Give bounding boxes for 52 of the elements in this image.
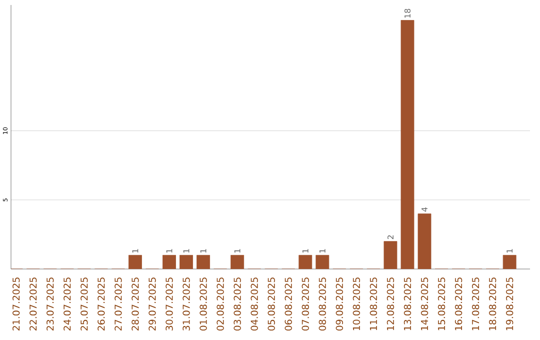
- x-tick-label: 13.08.2025: [404, 278, 412, 330]
- data-label: 1: [234, 249, 240, 253]
- x-tick-label: 02.08.2025: [216, 278, 224, 331]
- x-tick-label: 01.08.2025: [200, 278, 207, 331]
- bar: [162, 254, 176, 269]
- data-label: 1: [506, 249, 513, 253]
- data-label: 1: [166, 249, 172, 253]
- x-tick-label: 12.08.2025: [386, 278, 394, 330]
- x-tick-label: 10.08.2025: [352, 278, 360, 330]
- bar: [418, 214, 432, 269]
- x-tick-label: 14.08.2025: [420, 278, 428, 330]
- bar: [180, 254, 193, 269]
- x-tick-label: 19.08.2025: [506, 278, 514, 330]
- bar: [502, 254, 516, 269]
- x-tick-label: 17.08.2025: [472, 278, 480, 330]
- bar: [196, 254, 210, 269]
- data-label: 1: [319, 249, 326, 253]
- x-tick-label: 09.08.2025: [336, 278, 344, 331]
- bar: [298, 254, 312, 269]
- x-tick-label: 03.08.2025: [234, 278, 241, 331]
- x-tick-label: 11.08.2025: [370, 278, 378, 330]
- x-tick-label: 24.07.2025: [64, 278, 71, 330]
- x-tick-label: 06.08.2025: [284, 278, 292, 331]
- data-label: 2: [388, 235, 394, 240]
- x-tick-label: 31.07.2025: [182, 278, 190, 330]
- x-tick-label: 08.08.2025: [318, 278, 326, 331]
- data-label: 4: [422, 207, 428, 212]
- x-tick-label: 15.08.2025: [438, 278, 446, 330]
- bar: [230, 254, 244, 269]
- x-tick-label: 28.07.2025: [132, 278, 139, 330]
- bar: [400, 20, 414, 269]
- x-tick-label: 27.07.2025: [114, 278, 122, 330]
- x-tick-label: 22.07.2025: [30, 278, 37, 330]
- bar: [384, 241, 398, 269]
- data-label: 1: [183, 249, 190, 253]
- x-tick-label: 26.07.2025: [98, 278, 105, 330]
- bar: [128, 254, 142, 269]
- x-tick-label: 30.07.2025: [166, 278, 173, 330]
- data-label: 1: [200, 249, 206, 253]
- x-tick-label: 04.08.2025: [250, 278, 258, 331]
- x-tick-label: 16.08.2025: [454, 278, 462, 330]
- x-tick-label: 18.08.2025: [488, 278, 496, 330]
- x-tick-label: 05.08.2025: [268, 278, 275, 331]
- x-tick-label: 29.07.2025: [148, 278, 156, 330]
- x-tick-label: 07.08.2025: [302, 278, 309, 331]
- bar: [316, 254, 330, 269]
- x-tick-label: 21.07.2025: [12, 278, 20, 330]
- data-label: 1: [132, 249, 138, 253]
- data-label: 18: [404, 8, 411, 18]
- x-tick-label: 23.07.2025: [46, 278, 54, 330]
- x-tick-label: 25.07.2025: [80, 278, 88, 330]
- data-label: 1: [302, 249, 308, 253]
